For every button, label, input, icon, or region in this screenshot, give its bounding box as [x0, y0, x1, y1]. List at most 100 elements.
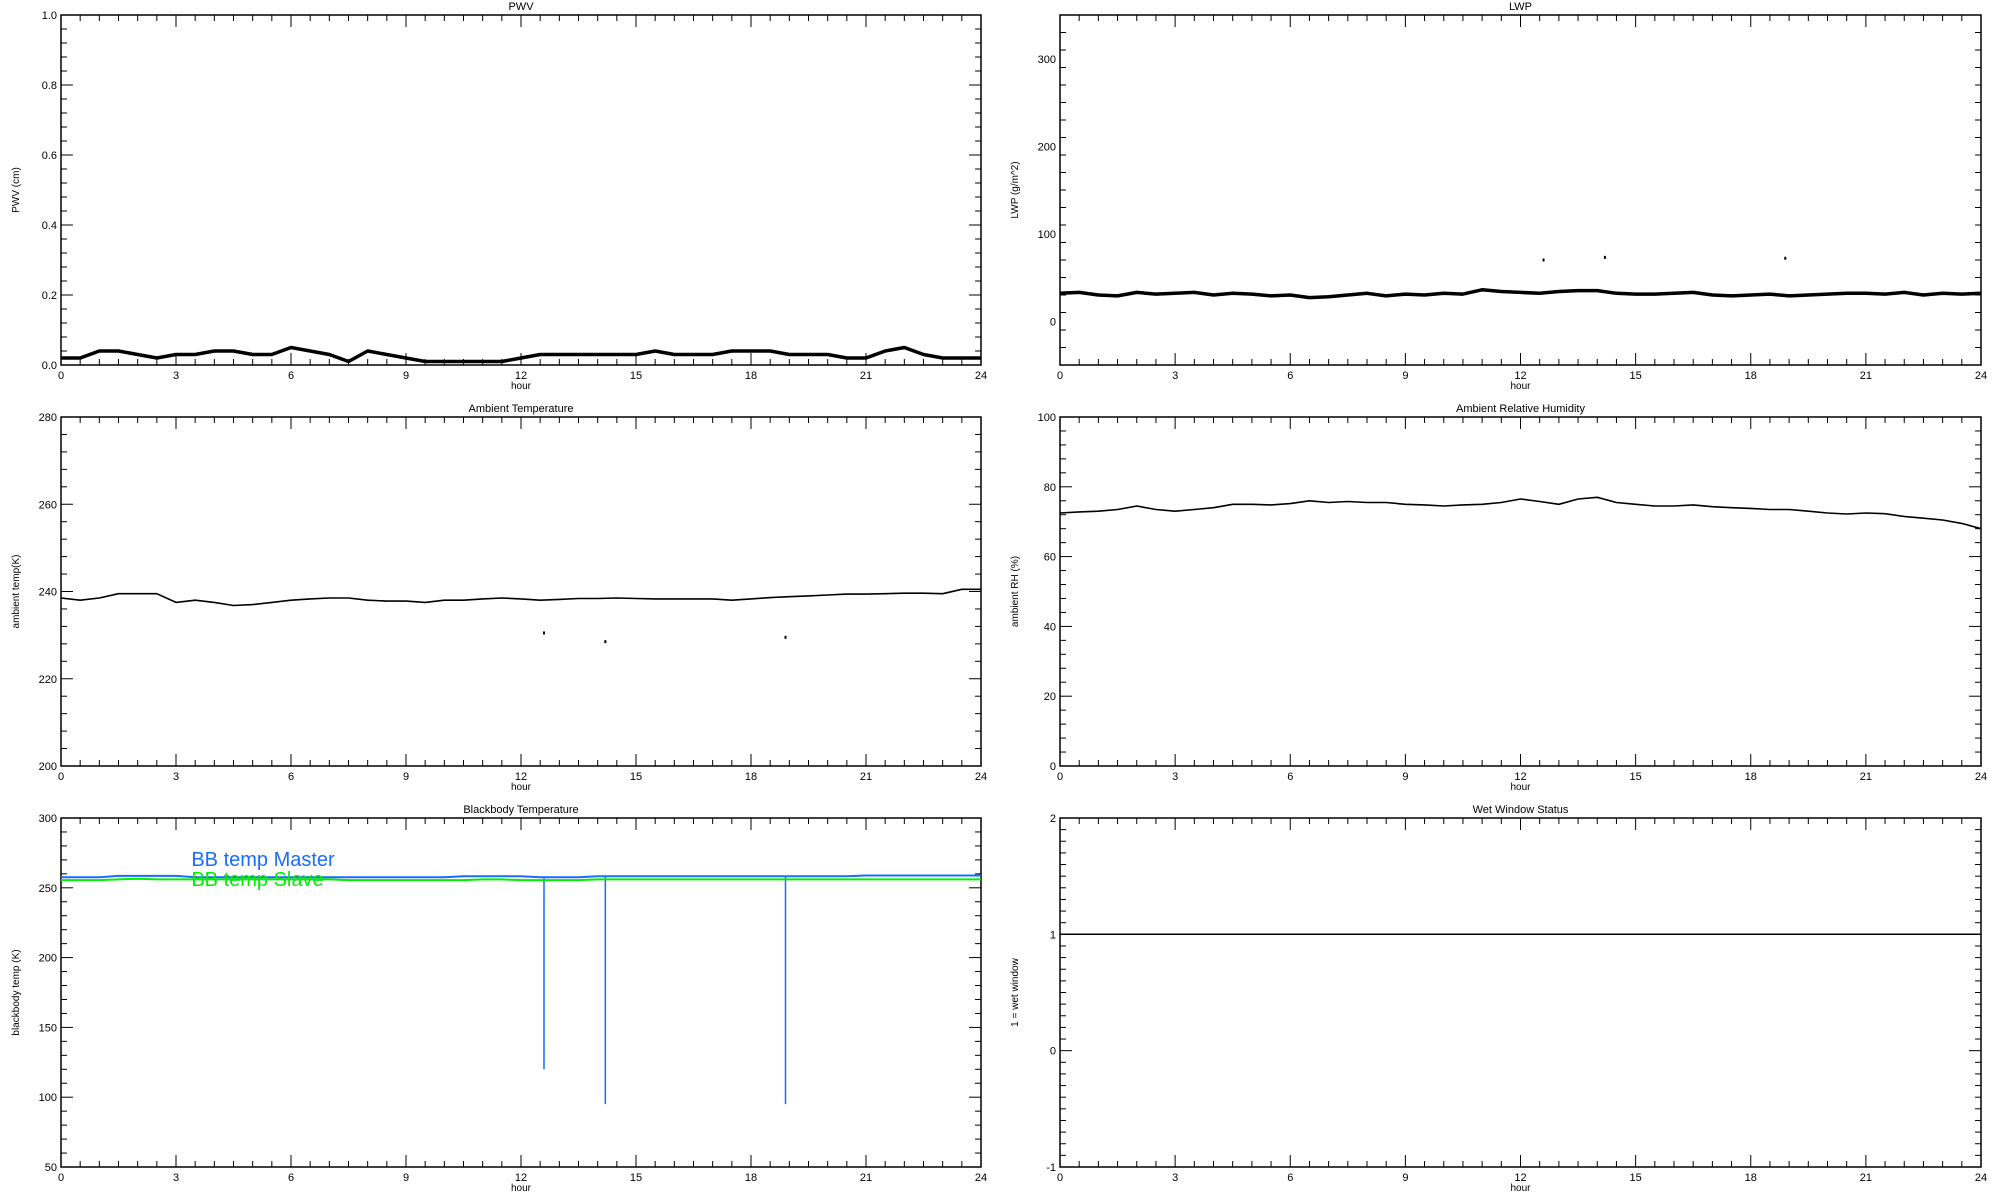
y-tick-label: 260	[39, 499, 57, 511]
y-tick-label: 200	[1038, 141, 1056, 153]
x-tick-label: 12	[1514, 1172, 1526, 1184]
x-tick-label: 12	[515, 370, 527, 382]
x-tick-label: 0	[58, 370, 64, 382]
chart-title: Ambient Relative Humidity	[1456, 403, 1585, 415]
x-tick-label: 18	[745, 771, 757, 783]
x-tick-label: 15	[1630, 1172, 1642, 1184]
series-line-ambient-rh	[1059, 496, 1982, 530]
x-tick-label: 24	[1975, 771, 1987, 783]
x-tick-label: 9	[1402, 771, 1408, 783]
lwp-panel: 0 3 6 9 12 15 18 21 24 hour 0 100 200 300 LWP (g/m^2) L…	[1010, 1, 1987, 392]
x-axis-label: hour	[511, 1183, 532, 1194]
x-tick-label: 9	[1402, 370, 1408, 382]
y-tick-label: 0	[1050, 316, 1056, 328]
plot-frame	[1059, 416, 1982, 767]
x-tick-label: 24	[975, 370, 987, 382]
y-tick-label: 1	[1050, 929, 1056, 941]
x-tick-label: 15	[630, 370, 642, 382]
x-tick-label: 18	[1745, 370, 1757, 382]
y-tick-label: 1.0	[42, 10, 57, 22]
y-tick-label: 200	[39, 953, 57, 965]
y-tick-label: 300	[1038, 54, 1056, 66]
y-tick-label: 100	[1038, 229, 1056, 241]
x-tick-label: 0	[1057, 771, 1063, 783]
y-tick-label: 0.2	[42, 290, 57, 302]
outlier-point	[543, 631, 545, 635]
x-tick-label: 0	[58, 771, 64, 783]
plot-frame	[60, 14, 982, 366]
x-axis-label: hour	[511, 381, 532, 392]
series-line-pwv	[61, 345, 981, 364]
x-axis-label: hour	[1510, 381, 1531, 392]
y-tick-label: 0.6	[42, 150, 57, 162]
x-tick-label: 6	[288, 771, 294, 783]
y-axis-label: LWP (g/m^2)	[1010, 161, 1021, 218]
y-tick-label: 60	[1044, 552, 1056, 564]
y-tick-label: 250	[39, 883, 57, 895]
x-tick-label: 15	[1630, 370, 1642, 382]
plot-frame	[1059, 14, 1982, 366]
x-tick-label: 18	[745, 370, 757, 382]
x-tick-label: 21	[860, 1172, 872, 1184]
x-tick-label: 6	[1287, 370, 1293, 382]
outlier-point	[604, 640, 607, 644]
y-tick-label: 0.8	[42, 80, 57, 92]
x-tick-label: 18	[745, 1172, 757, 1184]
y-tick-label: 200	[39, 761, 57, 773]
x-tick-label: 24	[975, 771, 987, 783]
y-tick-label: 220	[39, 674, 57, 686]
series-line-bb-temp-slave	[61, 877, 981, 882]
x-tick-label: 24	[1975, 370, 1987, 382]
x-tick-label: 15	[1630, 771, 1642, 783]
x-tick-label: 21	[1860, 771, 1872, 783]
y-tick-label: 300	[39, 813, 57, 825]
x-tick-label: 3	[173, 1172, 179, 1184]
x-tick-label: 12	[515, 771, 527, 783]
x-tick-label: 6	[1287, 771, 1293, 783]
series-line-ambient-temp	[60, 588, 981, 607]
y-tick-label: 100	[1038, 412, 1056, 424]
x-tick-label: 3	[1172, 771, 1178, 783]
x-tick-label: 18	[1745, 1172, 1757, 1184]
y-tick-label: 150	[39, 1022, 57, 1034]
y-tick-label: 100	[39, 1092, 57, 1104]
series-line-bb-temp-master	[61, 874, 981, 879]
x-tick-label: 6	[1287, 1172, 1293, 1184]
y-tick-label: -1	[1046, 1162, 1056, 1174]
y-tick-label: 240	[39, 587, 57, 599]
pwv-panel: 0 3 6 9 12 15 18 21 24 hour 0.0 0.2 0.4 0.6 0.8 1.0 PWV …	[11, 1, 987, 392]
outlier-point	[784, 635, 787, 639]
legend-entry: BB temp Master	[191, 849, 335, 871]
series-line-lwp	[1059, 288, 1982, 300]
x-tick-label: 6	[288, 1172, 294, 1184]
y-tick-label: 80	[1044, 482, 1056, 494]
chart-title: PWV	[508, 1, 534, 13]
outlier-point	[1603, 255, 1606, 259]
x-tick-label: 0	[58, 1172, 64, 1184]
ambient-temp-panel: 0 3 6 9 12 15 18 21 24 hour 200 220 240 260 280 ambient…	[11, 403, 987, 793]
y-tick-label: 280	[39, 412, 57, 424]
chart-title: Blackbody Temperature	[463, 804, 578, 816]
chart-title: Ambient Temperature	[469, 403, 574, 415]
x-tick-label: 12	[1514, 370, 1526, 382]
y-tick-label: 50	[45, 1162, 57, 1174]
x-tick-label: 9	[403, 771, 409, 783]
x-axis-label: hour	[1510, 1183, 1531, 1194]
y-tick-label: 0.0	[42, 360, 57, 372]
y-axis-label: ambient temp(K)	[11, 555, 22, 629]
x-tick-label: 24	[975, 1172, 987, 1184]
x-tick-label: 0	[1057, 370, 1063, 382]
chart-title: LWP	[1509, 1, 1532, 13]
x-tick-label: 21	[1860, 1172, 1872, 1184]
y-axis-label: 1 = wet window	[1010, 957, 1021, 1026]
plot-frame	[1059, 817, 1982, 1168]
outlier-point	[1542, 258, 1545, 262]
x-axis-label: hour	[1510, 782, 1531, 793]
x-tick-label: 12	[1514, 771, 1526, 783]
y-tick-label: 0.4	[42, 220, 57, 232]
outlier-point	[1784, 256, 1787, 260]
x-axis-label: hour	[511, 782, 532, 793]
y-tick-label: 2	[1050, 813, 1056, 825]
